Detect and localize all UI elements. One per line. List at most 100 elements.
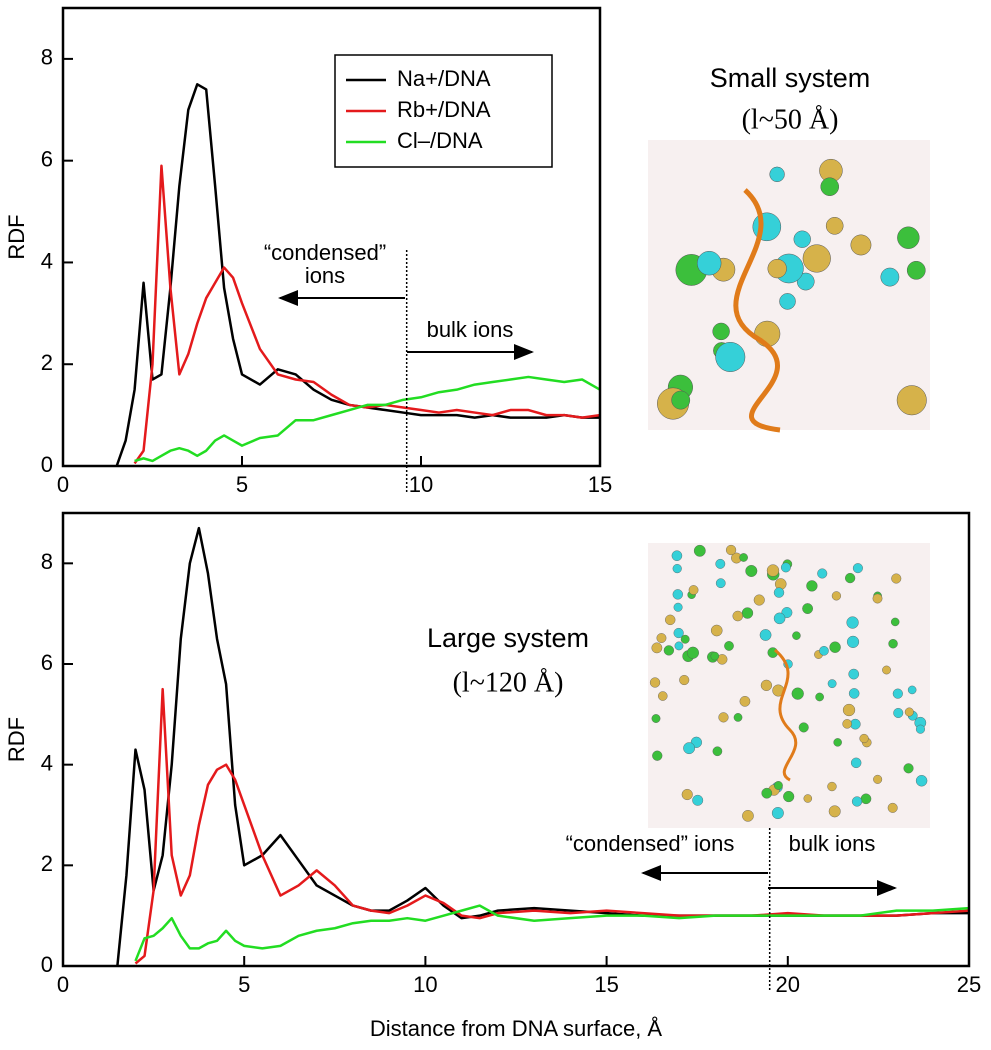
ion-sphere xyxy=(688,585,699,595)
series-line xyxy=(115,83,600,467)
annotation: (l~120 Å) xyxy=(453,667,564,698)
legend-label: Na+/DNA xyxy=(397,66,491,91)
ion-sphere xyxy=(773,781,783,790)
x-tick-label: 10 xyxy=(409,472,433,497)
ion-sphere xyxy=(715,558,726,569)
ion-sphere xyxy=(712,322,730,341)
ion-sphere xyxy=(649,677,661,688)
ion-sphere xyxy=(820,177,839,196)
y-tick-label: 0 xyxy=(41,952,53,977)
x-tick-label: 15 xyxy=(588,472,612,497)
annotation: ions xyxy=(305,263,345,288)
legend-label: Rb+/DNA xyxy=(397,97,491,122)
ion-sphere xyxy=(860,793,872,805)
x-tick-label: 20 xyxy=(776,972,800,997)
ion-sphere xyxy=(827,679,837,689)
ion-sphere xyxy=(903,763,914,774)
y-tick-label: 4 xyxy=(41,750,53,775)
legend-label: Cl–/DNA xyxy=(397,128,483,153)
ion-sphere xyxy=(733,713,743,722)
ion-sphere xyxy=(773,587,785,598)
ion-sphere xyxy=(680,634,690,644)
ion-sphere xyxy=(663,645,674,656)
ion-sphere xyxy=(792,631,801,640)
ion-sphere xyxy=(767,258,787,279)
annotation: bulk ions xyxy=(427,317,514,342)
ion-sphere xyxy=(741,607,754,619)
ion-sphere xyxy=(896,385,927,416)
y-tick-label: 6 xyxy=(41,146,53,171)
ion-sphere xyxy=(715,342,746,372)
ion-sphere xyxy=(665,614,676,626)
ion-sphere xyxy=(846,635,860,648)
annotation: “condensed” xyxy=(264,240,386,265)
plot-frame xyxy=(61,6,602,468)
ion-sphere xyxy=(892,688,903,699)
ion-sphere xyxy=(897,226,920,249)
ion-sphere xyxy=(793,230,811,248)
annotation: “condensed” ions xyxy=(566,831,735,856)
ion-sphere xyxy=(658,691,668,701)
ion-sphere xyxy=(718,712,729,723)
ion-sphere xyxy=(888,639,898,649)
annotation: (l~50 Å) xyxy=(742,104,839,135)
y-tick-label: 0 xyxy=(41,452,53,477)
ion-sphere xyxy=(806,580,818,592)
ion-sphere xyxy=(696,250,722,276)
ion-sphere xyxy=(681,788,693,801)
ion-sphere xyxy=(760,679,773,691)
ion-sphere xyxy=(851,796,863,807)
ion-sphere xyxy=(686,646,699,659)
ion-sphere xyxy=(693,544,706,557)
ion-sphere xyxy=(710,624,723,637)
ion-sphere xyxy=(692,794,704,806)
ion-sphere xyxy=(831,591,842,601)
x-tick-label: 0 xyxy=(57,972,69,997)
ion-sphere xyxy=(882,665,891,675)
ion-sphere xyxy=(674,641,684,651)
ion-sphere xyxy=(779,293,796,310)
x-axis-label: Distance from DNA surface, Å xyxy=(370,1016,663,1041)
ion-sphere xyxy=(842,719,852,729)
plot-frame xyxy=(61,511,971,968)
series-line xyxy=(134,375,601,463)
ion-sphere xyxy=(753,594,765,606)
ion-sphere xyxy=(819,646,829,656)
y-axis-label: RDF xyxy=(4,214,29,259)
series-line xyxy=(134,904,970,962)
ion-sphere xyxy=(739,553,748,562)
ion-sphere xyxy=(798,722,809,733)
x-tick-label: 5 xyxy=(236,472,248,497)
ion-sphere xyxy=(710,651,720,661)
ion-sphere xyxy=(771,807,784,820)
snapshot-large xyxy=(648,543,930,828)
ion-sphere xyxy=(852,563,863,574)
ion-sphere xyxy=(759,629,772,641)
ion-sphere xyxy=(827,781,837,792)
ion-sphere xyxy=(683,742,696,755)
ion-sphere xyxy=(802,603,813,614)
ion-sphere xyxy=(715,578,726,589)
x-tick-label: 5 xyxy=(238,972,250,997)
ion-sphere xyxy=(817,568,828,579)
ion-sphere xyxy=(672,589,683,600)
ion-sphere xyxy=(829,641,841,653)
ion-sphere xyxy=(725,544,737,556)
ion-sphere xyxy=(673,627,684,639)
ion-sphere xyxy=(833,738,842,747)
ion-sphere xyxy=(773,612,786,625)
y-tick-label: 4 xyxy=(41,248,53,273)
ion-sphere xyxy=(679,674,690,686)
ion-sphere xyxy=(724,641,734,651)
y-tick-label: 2 xyxy=(41,350,53,375)
ion-sphere xyxy=(673,602,683,612)
ion-sphere xyxy=(761,787,773,799)
ion-sphere xyxy=(873,774,883,784)
ion-sphere xyxy=(651,714,661,723)
ion-sphere xyxy=(891,573,902,584)
y-tick-label: 8 xyxy=(41,549,53,574)
series-line xyxy=(133,164,601,465)
y-axis-label: RDF xyxy=(4,717,29,762)
